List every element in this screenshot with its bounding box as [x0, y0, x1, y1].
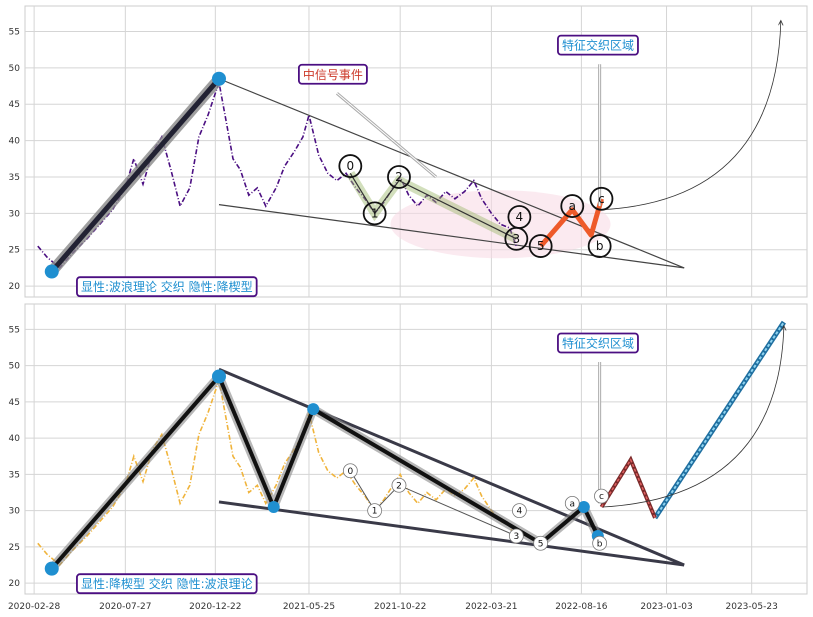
plot-frame — [24, 303, 808, 595]
annotation-label: 显性:降楔型 交织 隐性:波浪理论 — [81, 576, 253, 591]
wave-marker-circle — [508, 528, 524, 544]
wave-marker-circle — [391, 477, 407, 493]
wave-marker-label: 3 — [513, 232, 521, 246]
y-tick-label: 30 — [9, 209, 21, 219]
y-tick-label: 25 — [9, 543, 20, 553]
y-tick-label: 45 — [9, 398, 20, 408]
projection-line-inner — [654, 321, 785, 519]
wave-marker-label: c — [599, 492, 604, 502]
x-tick-label: 2020-07-27 — [99, 602, 151, 612]
feature-zone — [390, 190, 611, 259]
pivot-point — [211, 369, 226, 384]
wave-marker-label: c — [598, 192, 605, 206]
x-tick-label: 2023-01-03 — [640, 602, 692, 612]
wave-marker-label: 3 — [513, 532, 519, 542]
wave-marker-label: 5 — [538, 539, 544, 549]
impulse-wave-core — [49, 76, 222, 274]
annotation-arrow-inner — [336, 92, 437, 178]
wave-marker-circle — [564, 495, 580, 511]
wave-marker-circle — [367, 503, 383, 519]
wave-marker-label: a — [570, 499, 576, 509]
trendline — [218, 500, 685, 567]
y-tick-label: 30 — [9, 507, 21, 517]
wave-marker-label: 4 — [516, 210, 524, 224]
annotation-label: 特征交织区域 — [562, 336, 634, 351]
x-tick-label: 2022-03-21 — [465, 602, 517, 612]
y-tick-label: 20 — [9, 282, 21, 292]
wave-marker-label: 0 — [347, 159, 355, 173]
y-tick-label: 40 — [9, 137, 21, 147]
pivot-point — [267, 501, 280, 513]
price-series-line — [37, 79, 518, 270]
pivot-point — [44, 561, 59, 576]
wave-marker-label: 1 — [371, 206, 379, 220]
trendline — [218, 367, 685, 567]
wave-marker-label: 2 — [396, 481, 402, 491]
wave-marker-label: 0 — [347, 467, 353, 477]
x-tick-label: 2021-05-25 — [283, 602, 335, 612]
panel-top: 2025303540455055012345abc中信号事件特征交织区域显性:波… — [9, 5, 808, 298]
y-tick-label: 40 — [9, 434, 21, 444]
trendline — [218, 204, 685, 269]
y-tick-label: 35 — [9, 173, 20, 183]
wave-marker-circle — [587, 234, 612, 258]
wave-marker-circle — [589, 186, 614, 211]
annotation-box — [297, 63, 368, 85]
wave-marker-circle — [528, 234, 553, 258]
wave-marker-label: b — [597, 539, 603, 549]
pivot-point — [307, 403, 320, 416]
forecast-arrow — [602, 326, 784, 508]
annotation-label: 显性:波浪理论 交织 隐性:降楔型 — [81, 279, 253, 294]
wave-marker-circle — [342, 463, 358, 479]
wave-marker-circle — [560, 194, 585, 218]
y-tick-label: 55 — [9, 27, 20, 37]
annotation-box — [557, 34, 639, 56]
y-tick-label: 50 — [9, 64, 21, 74]
forecast-arrow — [602, 21, 781, 211]
wave-marker-label: 1 — [372, 507, 378, 517]
x-tick-label: 2020-02-28 — [8, 602, 61, 612]
wave-marker-circle — [362, 201, 387, 226]
subwave-line — [349, 470, 517, 537]
wave-marker-circle — [511, 503, 527, 519]
annotation-box — [557, 332, 639, 354]
wave-marker-circle — [338, 154, 363, 178]
pivot-point — [44, 264, 59, 279]
y-tick-label: 50 — [9, 362, 21, 372]
wave-marker-label: 5 — [537, 239, 545, 253]
y-tick-label: 20 — [9, 579, 21, 589]
correction-wave-abc — [538, 198, 604, 248]
y-tick-label: 25 — [9, 246, 20, 256]
projection-zigzag-inner — [600, 458, 656, 519]
subwave-line — [349, 172, 517, 240]
annotation-label: 中信号事件 — [303, 67, 363, 82]
wave-marker-label: a — [569, 199, 576, 213]
wave-marker-circle — [592, 535, 608, 551]
x-tick-label: 2021-10-22 — [374, 602, 426, 612]
annotation-label: 特征交织区域 — [562, 38, 634, 53]
x-tick-label: 2022-08-16 — [555, 602, 608, 612]
pivot-point — [211, 71, 226, 86]
x-tick-label: 2023-05-23 — [726, 602, 778, 612]
wave-marker-label: 2 — [395, 170, 403, 184]
wave-marker-circle — [507, 205, 532, 229]
y-tick-label: 35 — [9, 470, 20, 480]
wave-marker-label: b — [596, 239, 604, 253]
wave-marker-circle — [387, 165, 411, 189]
annotation-box — [76, 573, 258, 595]
wave-marker-label: 4 — [517, 507, 523, 517]
trendline — [218, 78, 685, 269]
wave-marker-circle — [594, 488, 609, 504]
plot-frame — [24, 5, 808, 298]
y-tick-label: 45 — [9, 100, 20, 110]
y-tick-label: 55 — [9, 325, 20, 335]
annotation-box — [76, 276, 258, 298]
pivot-point — [577, 501, 590, 513]
wave-marker-circle — [533, 535, 549, 551]
x-tick-label: 2020-12-22 — [189, 602, 241, 612]
